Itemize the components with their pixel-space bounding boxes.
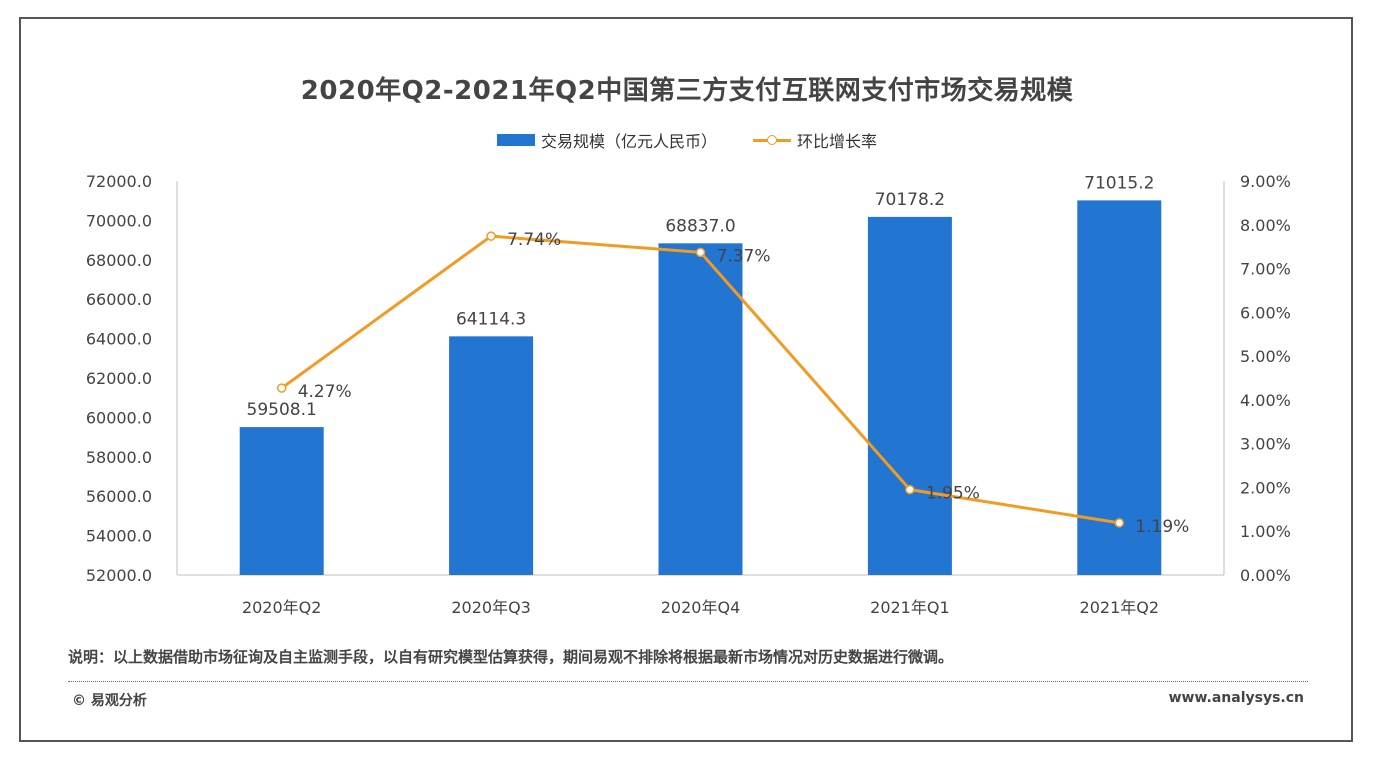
legend-bar-swatch [496,134,535,146]
bar-value-label: 68837.0 [665,216,735,236]
website-link[interactable]: www.analysys.cn [1168,690,1304,706]
legend-label-volume: 交易规模（亿元人民币） [540,132,717,151]
legend-item-growth: 环比增长率 [753,128,877,152]
legend-item-volume: 交易规模（亿元人民币） [496,128,717,152]
y-left-tick-label: 68000.0 [86,251,152,270]
y-left-tick-label: 52000.0 [86,566,152,585]
line-value-label: 7.74% [507,230,561,250]
x-tick-label: 2020年Q2 [242,598,322,617]
bar [658,243,743,575]
y-right-tick-label: 0.00% [1240,566,1291,585]
y-right-tick-label: 4.00% [1240,391,1291,410]
chart-title: 2020年Q2-2021年Q2中国第三方支付互联网支付市场交易规模 [300,76,1074,106]
bar-value-label: 70178.2 [875,190,945,210]
y-left-tick-label: 60000.0 [86,408,152,427]
x-tick-label: 2021年Q2 [1080,598,1160,617]
y-right-tick-label: 2.00% [1240,478,1291,497]
x-tick-label: 2021年Q1 [870,598,950,617]
y-left-tick-label: 54000.0 [86,527,152,546]
legend-label-growth: 环比增长率 [797,132,878,151]
bar [1077,200,1162,575]
y-left-tick-label: 70000.0 [86,211,152,230]
line-point [905,484,915,495]
line-value-label: 7.37% [717,246,771,266]
bar [239,427,324,575]
line-value-label: 1.95% [926,484,980,504]
line-point [486,231,496,241]
legend-line-swatch [753,134,791,146]
bar-value-label: 59508.1 [247,400,317,420]
y-right-tick-label: 3.00% [1240,435,1291,454]
line-point [276,383,287,393]
y-right-tick-label: 7.00% [1240,260,1291,279]
line-point [695,247,706,258]
y-right-tick-label: 6.00% [1240,303,1291,322]
y-left-tick-label: 62000.0 [86,369,152,388]
line-value-label: 4.27% [298,382,352,402]
copyright: © 易观分析 [72,693,147,709]
y-left-tick-label: 56000.0 [86,487,152,506]
x-tick-label: 2020年Q3 [451,598,531,617]
y-right-tick-label: 1.00% [1240,522,1291,541]
y-right-tick-label: 5.00% [1240,347,1291,366]
y-left-tick-label: 66000.0 [86,290,152,309]
y-left-tick-label: 72000.0 [86,172,152,191]
y-right-tick-label: 8.00% [1240,216,1291,235]
y-left-tick-label: 64000.0 [86,330,152,349]
bar [449,336,534,575]
bar-value-label: 64114.3 [456,309,526,329]
chart-frame [19,17,1353,742]
x-tick-label: 2020年Q4 [661,598,741,617]
line-point [1114,518,1125,528]
y-right-tick-label: 9.00% [1240,172,1291,191]
bar-value-label: 71015.2 [1084,173,1154,193]
line-value-label: 1.19% [1135,517,1189,537]
footnote: 说明：以上数据借助市场征询及自主监测手段，以自有研究模型估算获得，期间易观不排除… [68,648,954,666]
legend: 交易规模（亿元人民币） 环比增长率 [0,128,1374,152]
footer-divider [68,681,1308,682]
combo-chart: 52000.0 54000.0 56000.0 58000.0 60000.0 62000… [86,172,1291,617]
y-left-tick-label: 58000.0 [86,448,152,467]
bar [867,216,952,575]
